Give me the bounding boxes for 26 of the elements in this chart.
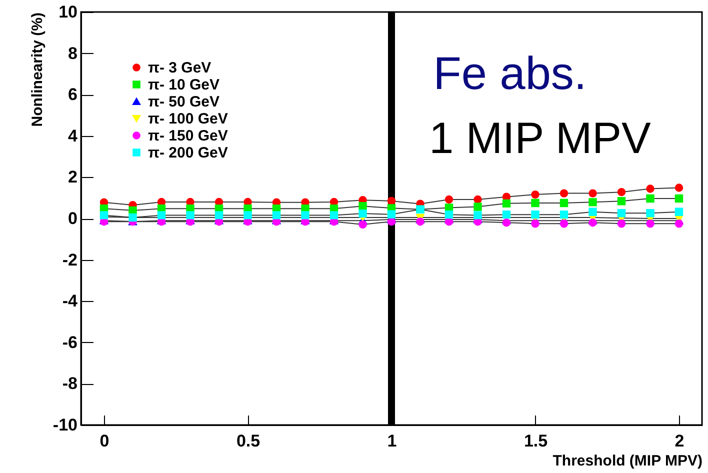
y-tick-label: 10 (58, 2, 78, 22)
x-tick-label: 0.5 (236, 432, 260, 450)
y-axis-title: Nonlinearity (%) (28, 12, 46, 127)
annotation: 1 MIP MPV (429, 114, 652, 163)
legend-label: π- 10 GeV (148, 76, 220, 94)
y-tick-label: 6 (68, 85, 78, 104)
y-tick-label: -2 (62, 250, 78, 270)
x-tick-label: 0 (100, 432, 110, 450)
y-tick-label: 4 (68, 126, 78, 146)
legend-label: π- 3 GeV (148, 60, 212, 76)
y-tick-label: -4 (62, 292, 78, 311)
legend-label: π- 100 GeV (148, 110, 228, 128)
y-tick-label: -10 (52, 416, 78, 434)
y-tick-label: -6 (62, 332, 78, 352)
legend-label: π- 150 GeV (148, 128, 228, 144)
y-tick-label: 2 (68, 168, 78, 187)
x-tick-label: 2 (674, 432, 684, 450)
x-tick-label: 1.5 (524, 432, 548, 450)
y-tick-label: 0 (68, 209, 78, 228)
annotation: Fe abs. (433, 47, 587, 99)
legend-label: π- 50 GeV (148, 94, 220, 110)
x-axis-title: Threshold (MIP MPV) (552, 452, 702, 470)
y-tick-label: 8 (68, 44, 78, 63)
y-tick-label: -8 (62, 374, 78, 394)
legend-label: π- 200 GeV (148, 144, 228, 162)
x-tick-label: 1 (387, 432, 397, 450)
